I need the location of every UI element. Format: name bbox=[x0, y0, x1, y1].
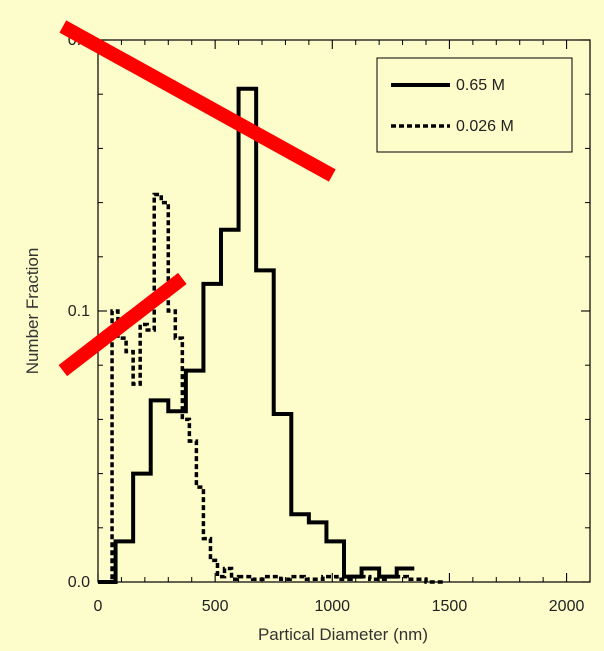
legend-0.65-m-label: 0.65 M bbox=[456, 77, 505, 94]
highlight-line-1 bbox=[59, 20, 336, 182]
x-tick-label-0: 0 bbox=[94, 598, 103, 615]
x-tick-label-1000: 1000 bbox=[314, 598, 350, 615]
y-axis-label: Number Fraction bbox=[23, 248, 42, 375]
legend-0.026-m-label: 0.026 M bbox=[456, 118, 514, 135]
x-axis-label: Partical Diameter (nm) bbox=[258, 625, 428, 644]
y-tick-label-1: 0.1 bbox=[68, 303, 90, 320]
highlight-line-2 bbox=[58, 272, 187, 377]
x-tick-label-500: 500 bbox=[202, 598, 229, 615]
x-tick-label-2000: 2000 bbox=[549, 598, 585, 615]
x-tick-label-1500: 1500 bbox=[432, 598, 468, 615]
legend-box bbox=[376, 57, 573, 153]
y-tick-label-0: 0.0 bbox=[68, 574, 90, 591]
